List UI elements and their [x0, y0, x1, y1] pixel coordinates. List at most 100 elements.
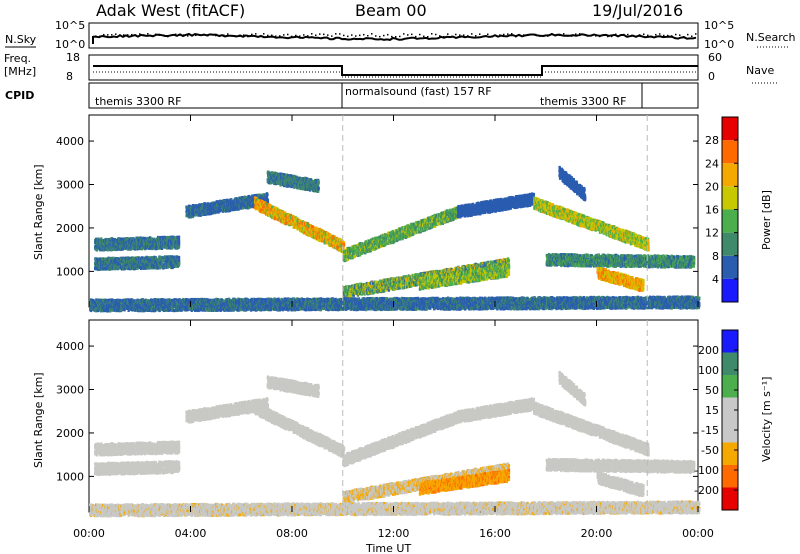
nsky-dot [311, 33, 313, 35]
nsky-dot [119, 34, 121, 36]
nsearch-tick-low: 10^0 [704, 38, 734, 51]
cpid-segment-1: themis 3300 RF [95, 95, 182, 108]
nsky-dot [179, 34, 181, 36]
nsky-dot [235, 36, 237, 38]
nsky-dot [431, 33, 433, 35]
freq-tick-low: 8 [66, 70, 73, 83]
nsky-dot [387, 34, 389, 36]
freq-panel [89, 55, 698, 80]
nsky-dot [231, 35, 233, 37]
nsky-dot [651, 36, 653, 38]
nsky-dot [407, 34, 409, 36]
nsky-dot [291, 36, 293, 38]
nsky-dot [511, 33, 513, 35]
nsky-dot [211, 34, 213, 36]
nsky-dot [391, 36, 393, 38]
radar-summary-plot: Adak West (fitACF) Beam 00 19/Jul/2016 N… [0, 0, 800, 554]
nsearch-label: N.Search [746, 31, 796, 44]
nsky-dot [403, 33, 405, 35]
nsky-dot [239, 35, 241, 37]
nsky-dot [263, 33, 265, 35]
nsky-tick-low: 10^0 [55, 38, 85, 51]
nsky-dot [527, 35, 529, 37]
nsky-dot [283, 34, 285, 36]
nsky-dot [487, 34, 489, 36]
cpid-segment-2: normalsound (fast) 157 RF [345, 85, 492, 98]
nsky-dot [411, 34, 413, 36]
nsky-dot [347, 36, 349, 38]
nsky-dot [499, 34, 501, 36]
freq-unit-label: [MHz] [4, 65, 36, 78]
nsky-dot [587, 35, 589, 37]
nsky-dot [475, 35, 477, 37]
nsky-dot [679, 34, 681, 36]
nsky-dot [507, 33, 509, 35]
nsky-dot [671, 35, 673, 37]
nsky-dot [379, 36, 381, 38]
nsky-dot [159, 34, 161, 36]
nsky-dot [399, 36, 401, 38]
nsky-dot [523, 34, 525, 36]
nsky-dot [223, 34, 225, 36]
nsky-dot [299, 35, 301, 37]
nsky-dot [543, 35, 545, 37]
nsky-dot [459, 34, 461, 36]
nsky-dot [423, 36, 425, 38]
nsky-dot [319, 33, 321, 35]
nsky-dot [363, 34, 365, 36]
nsky-dot [139, 33, 141, 35]
nsky-dot [607, 36, 609, 38]
nsky-dot [471, 33, 473, 35]
nsky-dot [647, 35, 649, 37]
nsky-dot [483, 36, 485, 38]
nsky-dot [495, 35, 497, 37]
nsky-dot [435, 34, 437, 36]
nsky-dot [331, 35, 333, 37]
nsky-dot [443, 36, 445, 38]
nsky-dot [163, 34, 165, 36]
nsky-dot [275, 35, 277, 37]
nsky-dot [551, 33, 553, 35]
nsky-dot [191, 34, 193, 36]
nsky-dot [219, 35, 221, 37]
nsky-dot [367, 35, 369, 37]
nsky-dot [99, 36, 101, 38]
nsky-dot [259, 36, 261, 38]
nsky-dot [111, 34, 113, 36]
nsky-dot [115, 33, 117, 35]
nave-tick-high: 60 [708, 51, 722, 64]
nsky-dot [547, 35, 549, 37]
nsky-dot [339, 33, 341, 35]
nsky-dot [691, 36, 693, 38]
nsky-dot [123, 34, 125, 36]
nsky-dot [215, 35, 217, 37]
nsky-dot [575, 33, 577, 35]
nsky-dot [559, 34, 561, 36]
nsky-dot [419, 34, 421, 36]
freq-label: Freq. [4, 52, 31, 65]
nsky-dot [579, 33, 581, 35]
nsky-dot [463, 34, 465, 36]
nsky-dot [627, 34, 629, 36]
nsky-dot [655, 34, 657, 36]
nsky-dot [271, 35, 273, 37]
freq-trace [93, 66, 698, 75]
nsky-dot [659, 33, 661, 35]
nsky-dot [555, 35, 557, 37]
nsky-dot [663, 35, 665, 37]
nsky-dot [631, 35, 633, 37]
nsky-dot [107, 34, 109, 36]
nsky-dot [343, 35, 345, 37]
nsky-dot [451, 36, 453, 38]
nsky-dot [327, 34, 329, 36]
nsky-dot [155, 34, 157, 36]
nsky-dot [439, 35, 441, 37]
nsky-dot [279, 35, 281, 37]
power-echo-cell [178, 239, 180, 242]
nsky-dot [479, 33, 481, 35]
nsky-dot [151, 35, 153, 37]
nsky-dot [355, 35, 357, 37]
nsky-dot [447, 33, 449, 35]
cpid-label: CPID [5, 89, 34, 102]
nsky-dot [603, 34, 605, 36]
